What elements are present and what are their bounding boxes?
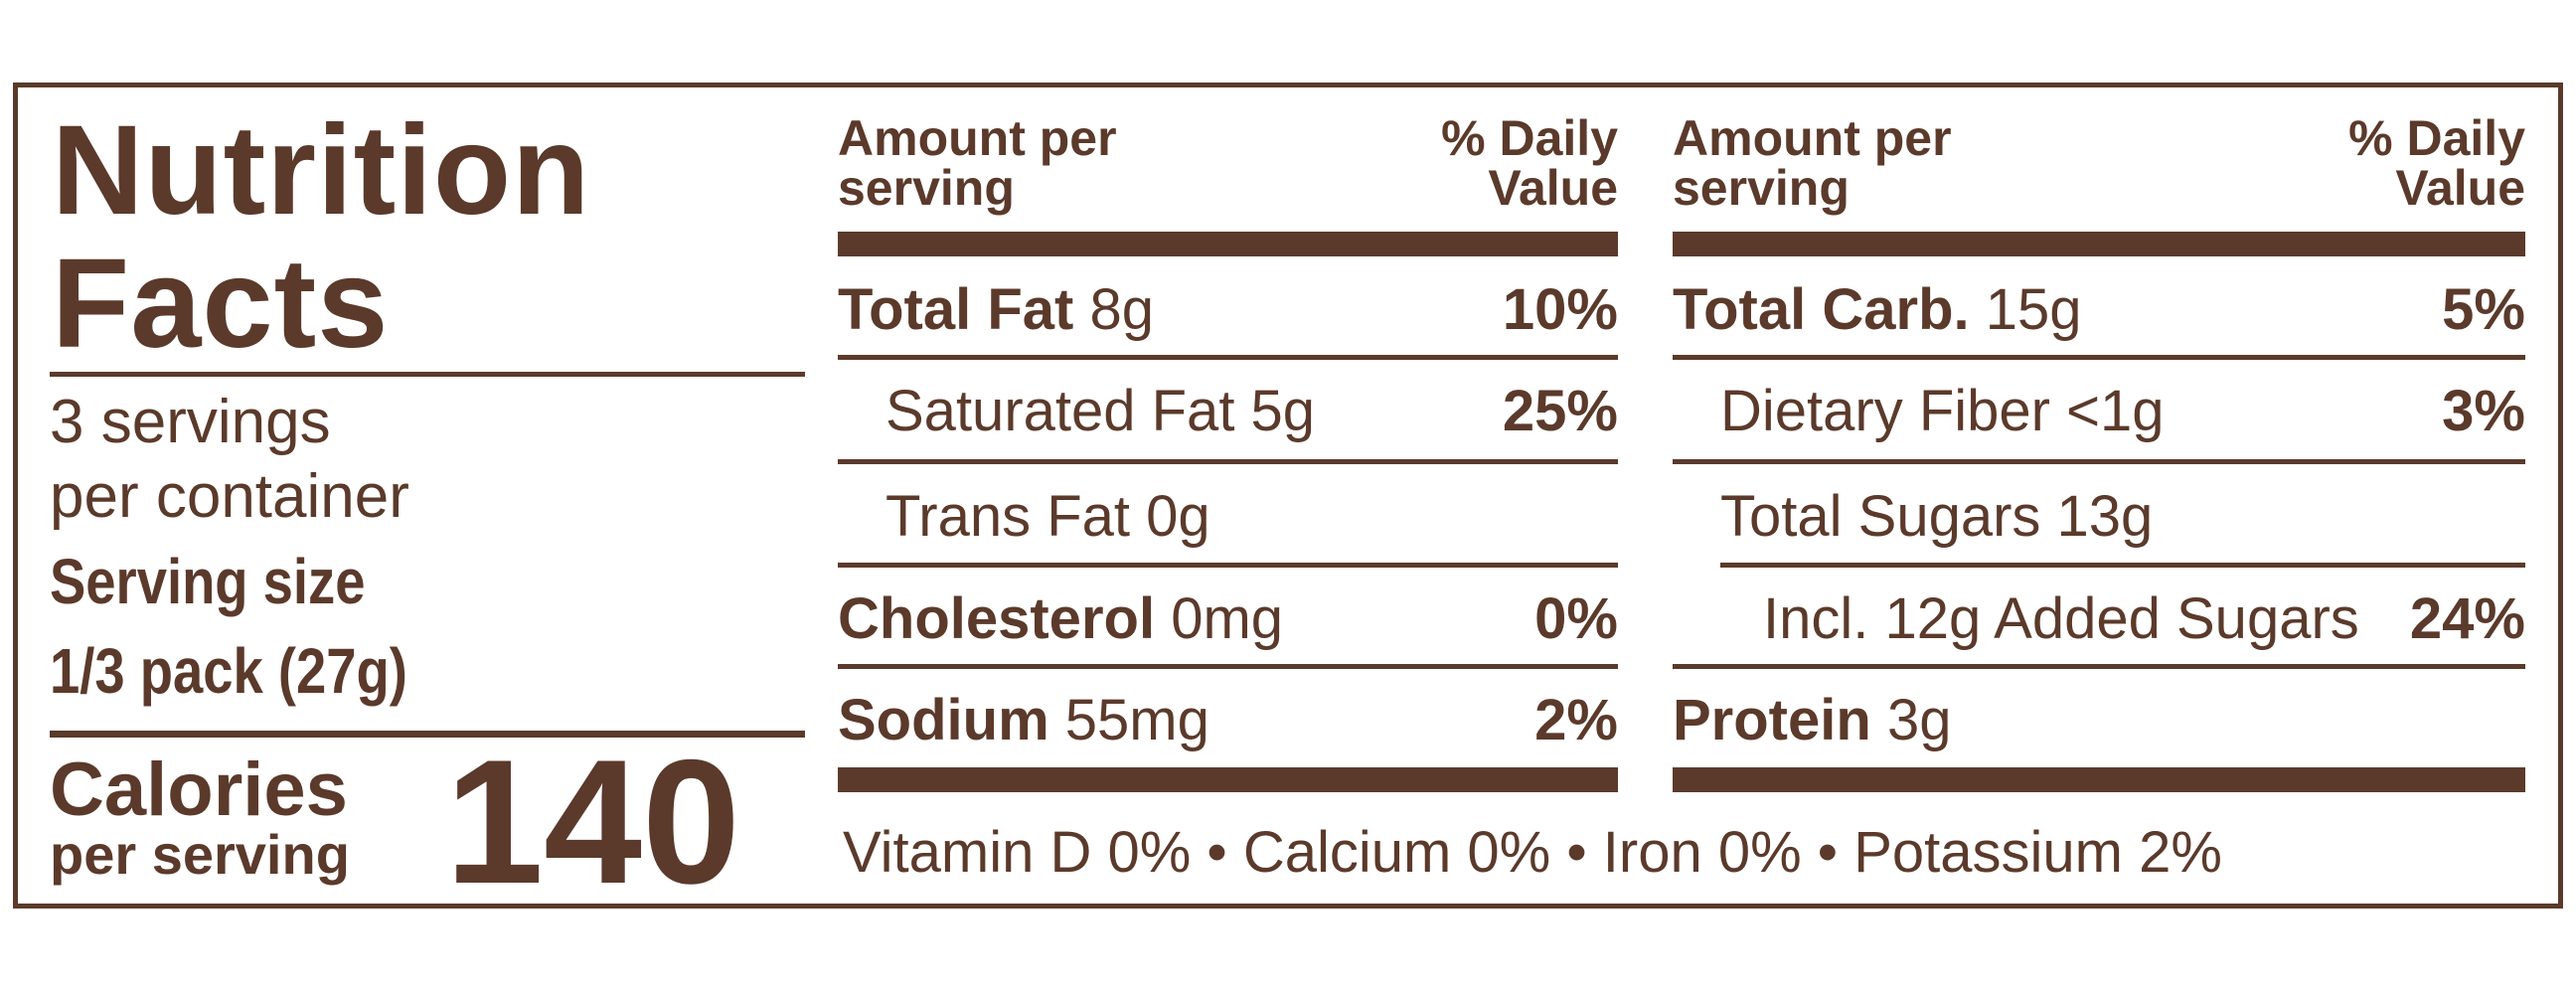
column-header-dv: % Daily Value [2348, 110, 2525, 216]
nutrient-row: Protein 3g [1673, 675, 2525, 764]
nutrient-row: Sodium 55mg 2% [838, 675, 1618, 764]
nutrient-row: Trans Fat 0g [886, 471, 1618, 561]
calories-value: 140 [445, 723, 740, 920]
nutrient-name: Total Carb. [1673, 276, 1970, 342]
nutrient-amount: 8g [1089, 276, 1154, 342]
nutrient-amount: 3g [1886, 687, 1952, 752]
nutrient-name: Cholesterol [838, 585, 1156, 651]
nutrient-name: Total Fat [838, 276, 1074, 342]
daily-value: 0% [1534, 585, 1618, 651]
nutrient-name: Trans Fat 0g [886, 483, 1210, 549]
serving-size-label: Serving size [50, 546, 366, 617]
thick-bar [1673, 232, 2525, 256]
column-header-dv: % Daily Value [1441, 110, 1618, 216]
divider [838, 459, 1618, 464]
daily-value: 3% [2442, 378, 2525, 443]
divider [838, 355, 1618, 360]
nutrient-amount: 0mg [1171, 585, 1284, 651]
thick-bar [1673, 767, 2525, 792]
nutrient: Total Fat 8g [838, 276, 1154, 343]
servings-count: 3 servings [50, 388, 331, 456]
vitamins-footer: Vitamin D 0% • Calcium 0% • Iron 0% • Po… [843, 820, 2222, 885]
nutrient: Sodium 55mg [838, 687, 1209, 753]
nutrient-name: Dietary Fiber <1g [1720, 378, 2165, 443]
column-header-amount: Amount per serving [838, 110, 1117, 216]
daily-value: 24% [2409, 585, 2525, 651]
nutrient: Protein 3g [1673, 687, 1951, 753]
nutrient-amount: 55mg [1064, 687, 1209, 752]
nutrient-row: Cholesterol 0mg 0% [838, 574, 1618, 663]
daily-value: 5% [2442, 276, 2525, 342]
nutrient-name: Saturated Fat 5g [886, 378, 1316, 443]
divider [1673, 459, 2525, 464]
thick-bar [838, 767, 1618, 792]
divider [838, 664, 1618, 669]
nutrient-name: Protein [1673, 687, 1871, 752]
divider [1673, 355, 2525, 360]
nutrient-row: Dietary Fiber <1g 3% [1720, 366, 2525, 455]
daily-value: 10% [1502, 276, 1618, 342]
nutrient-row: Total Carb. 15g 5% [1673, 264, 2525, 354]
divider [1673, 664, 2525, 669]
divider [1720, 563, 2525, 568]
divider [838, 563, 1618, 568]
nutrient-row: Total Fat 8g 10% [838, 264, 1618, 354]
thick-bar [838, 232, 1618, 256]
column-header-amount: Amount per serving [1673, 110, 1952, 216]
nutrient-row: Saturated Fat 5g 25% [886, 366, 1618, 455]
nutrient-row: Incl. 12g Added Sugars 24% [1763, 574, 2525, 663]
nutrient-name: Incl. 12g Added Sugars [1763, 585, 2359, 651]
daily-value: 2% [1534, 687, 1618, 752]
calories-label: Calories [50, 747, 348, 832]
calories-sub: per serving [50, 823, 350, 886]
nutrient: Cholesterol 0mg [838, 585, 1283, 652]
divider [50, 372, 805, 377]
daily-value: 25% [1502, 378, 1618, 443]
label-frame [13, 83, 2563, 909]
divider [50, 731, 805, 738]
nutrient-name: Sodium [838, 687, 1049, 752]
nutrient: Total Carb. 15g [1673, 276, 2082, 343]
serving-size: 1/3 pack (27g) [50, 635, 407, 707]
nutrient-name: Total Sugars 13g [1720, 483, 2154, 549]
nutrient-row: Total Sugars 13g [1720, 471, 2525, 561]
servings-per: per container [50, 462, 409, 531]
nutrient-amount: 15g [1985, 276, 2082, 342]
title: Nutrition Facts [52, 99, 591, 375]
